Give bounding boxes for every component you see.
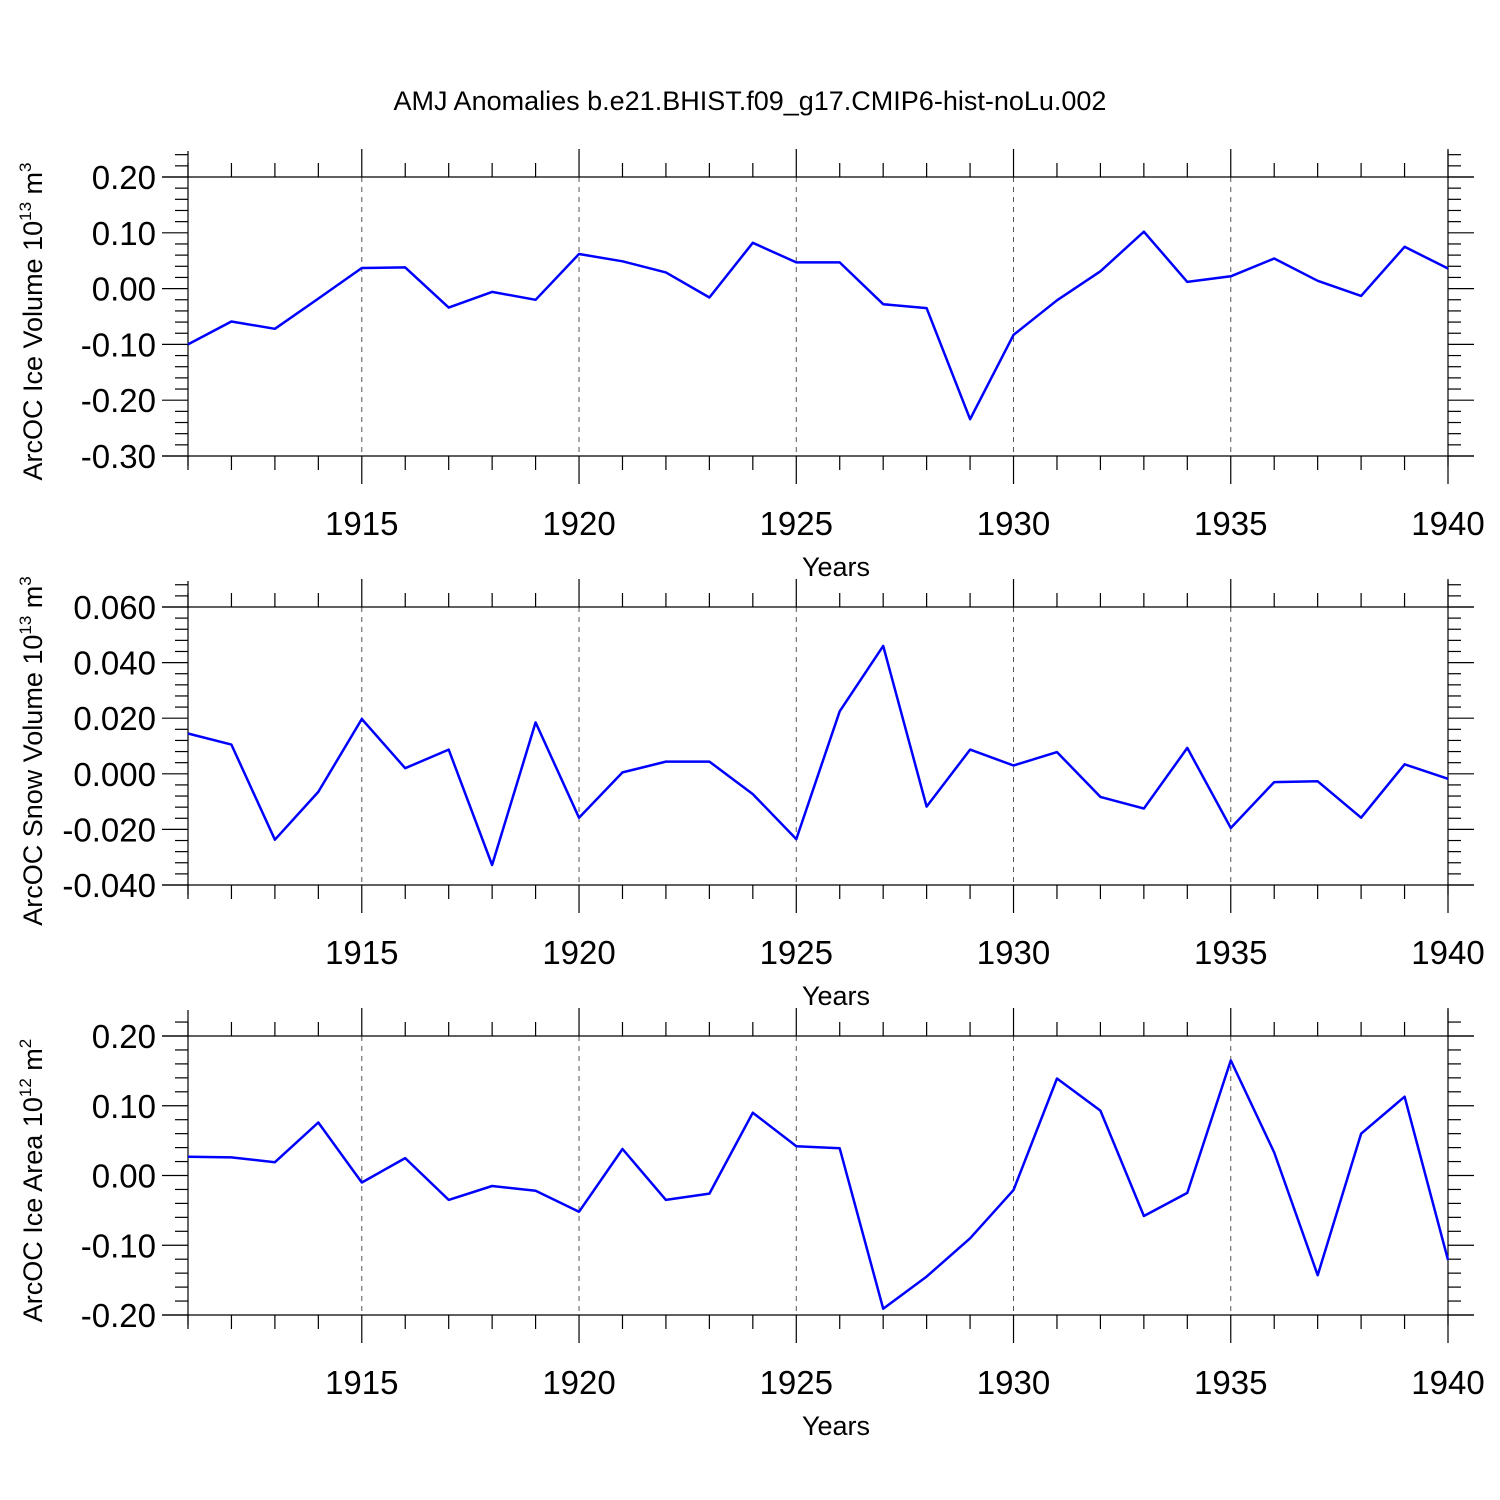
x-tick-label: 1920	[542, 1364, 615, 1401]
x-tick-label: 1940	[1411, 505, 1484, 542]
x-axis-title: Years	[802, 981, 870, 1011]
x-tick-label: 1915	[325, 934, 398, 971]
x-tick-label: 1940	[1411, 1364, 1484, 1401]
y-axis-title: ArcOC Ice Volume 1013 m3	[16, 162, 48, 480]
y-tick-label: -0.040	[62, 867, 156, 904]
x-tick-label: 1915	[325, 505, 398, 542]
x-tick-label: 1930	[977, 1364, 1050, 1401]
series-line	[187, 644, 1449, 867]
x-tick-label: 1925	[760, 934, 833, 971]
y-tick-label: -0.10	[81, 326, 156, 363]
y-tick-label: 0.00	[92, 1158, 156, 1195]
y-tick-label: 0.060	[73, 589, 156, 626]
x-tick-label: 1935	[1194, 1364, 1267, 1401]
series-line	[187, 1059, 1450, 1310]
y-tick-label: -0.20	[81, 1297, 156, 1334]
chart-panel-3: 0.20 0.10 0.00 -0.10 -0.20 1915 1920 1925 1930 19…	[16, 1008, 1485, 1441]
x-tick-label: 1940	[1411, 934, 1484, 971]
x-tick-label: 1930	[977, 934, 1050, 971]
x-tick-label: 1915	[325, 1364, 398, 1401]
x-axis-title: Years	[802, 552, 870, 582]
y-tick-label: 0.000	[73, 756, 156, 793]
x-tick-label: 1935	[1194, 505, 1267, 542]
y-tick-label: -0.10	[81, 1227, 156, 1264]
x-tick-label: 1925	[760, 1364, 833, 1401]
x-tick-label: 1930	[977, 505, 1050, 542]
chart-title: AMJ Anomalies b.e21.BHIST.f09_g17.CMIP6-…	[394, 86, 1107, 116]
x-tick-label: 1935	[1194, 934, 1267, 971]
y-tick-label: 0.00	[92, 271, 156, 308]
chart-panel-1: 0.20 0.10 0.00 -0.10 -0.20 -0.30 1915 1920 1925 1…	[16, 149, 1485, 582]
y-tick-label: 0.20	[92, 159, 156, 196]
y-tick-label: -0.20	[81, 382, 156, 419]
chart-panel-2: 0.060 0.040 0.020 0.000 -0.020 -0.040 1915 1920…	[16, 576, 1485, 1011]
y-tick-label: 0.10	[92, 215, 156, 252]
y-tick-label: 0.020	[73, 700, 156, 737]
x-axis-title: Years	[802, 1411, 870, 1441]
y-tick-label: 0.040	[73, 645, 156, 682]
series-line	[187, 230, 1449, 421]
y-tick-label: -0.020	[62, 811, 156, 848]
x-tick-label: 1925	[760, 505, 833, 542]
y-axis-title: ArcOC Snow Volume 1013 m3	[16, 576, 48, 926]
y-tick-label: -0.30	[81, 438, 156, 475]
x-tick-label: 1920	[542, 505, 615, 542]
x-tick-label: 1920	[542, 934, 615, 971]
y-axis-title: ArcOC Ice Area 1012 m2	[16, 1039, 48, 1323]
y-tick-label: 0.10	[92, 1088, 156, 1125]
y-tick-label: 0.20	[92, 1018, 156, 1055]
